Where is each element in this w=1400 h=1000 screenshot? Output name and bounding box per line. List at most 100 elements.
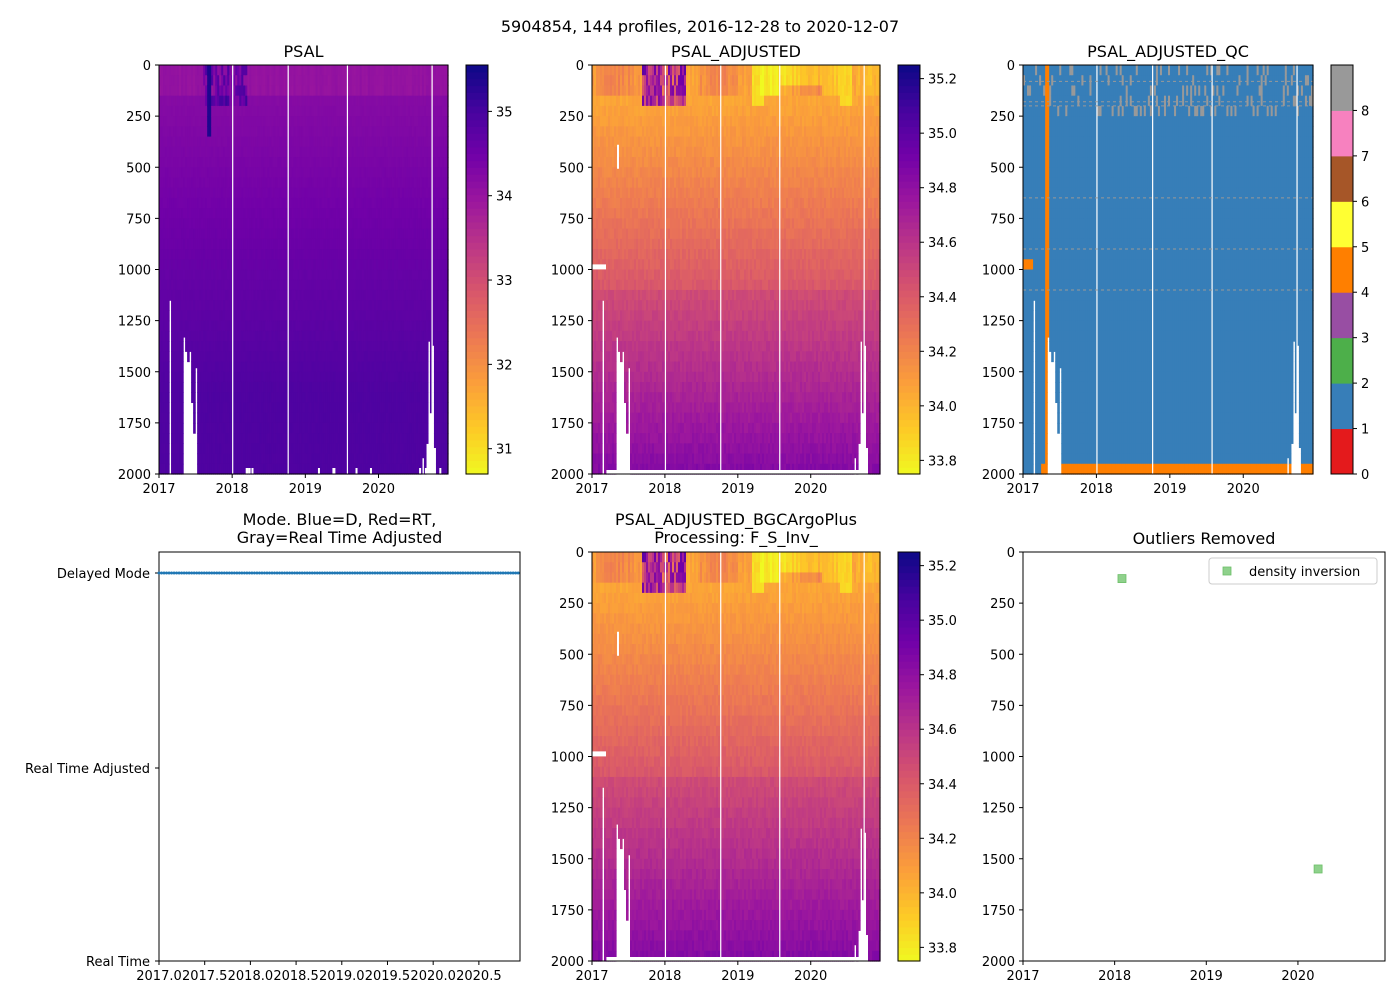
psal-cell	[367, 453, 371, 465]
psal-cell	[341, 310, 345, 322]
psal-cell	[297, 187, 301, 199]
psal-cell	[177, 279, 180, 291]
psal-cell	[361, 208, 365, 219]
psal-cell	[321, 197, 325, 209]
psal-cell	[315, 361, 319, 373]
psal-cell	[343, 453, 347, 465]
psal-cell	[359, 157, 363, 168]
psal-cell	[355, 167, 359, 179]
psal-cell	[207, 167, 210, 179]
psal-cell	[257, 65, 260, 76]
psal-cell	[333, 238, 337, 250]
psal-cell	[263, 218, 266, 230]
psal-cell	[375, 218, 379, 230]
psal-cell	[267, 341, 270, 352]
psal-cell	[173, 351, 176, 363]
psal-cell	[329, 381, 333, 393]
psal-cell	[161, 269, 164, 281]
psal-cell	[379, 157, 383, 168]
psal-cell	[211, 402, 214, 414]
psal-cell	[369, 177, 373, 189]
psal-cell	[187, 136, 190, 148]
psal-cell	[253, 453, 256, 465]
psal-cell	[195, 238, 198, 250]
psal-cell	[239, 402, 242, 414]
psal-cell	[263, 259, 266, 271]
psal-cell	[325, 351, 329, 363]
psal-cell	[215, 289, 218, 301]
psal-cell	[301, 330, 305, 342]
psal-cell	[177, 381, 180, 393]
psal-cell	[245, 228, 248, 240]
psal-cell	[353, 259, 357, 271]
psal-cell	[277, 157, 281, 168]
psal-cell	[299, 187, 303, 199]
psal-cell	[311, 228, 315, 240]
psal-cell	[283, 279, 287, 291]
psal-cell	[173, 330, 176, 342]
psal-cell	[211, 320, 214, 332]
psal-cell	[203, 85, 206, 97]
psal-cell	[169, 95, 172, 107]
psal-cell	[219, 259, 222, 271]
psal-cell	[217, 371, 220, 383]
psal-cell	[347, 341, 351, 352]
psal-cell	[363, 208, 367, 219]
psal-cell	[211, 381, 214, 393]
psal-cell	[279, 105, 283, 117]
psal-cell	[321, 402, 325, 414]
psal-cell	[275, 157, 279, 168]
psal-cell	[213, 269, 216, 281]
psal-cell	[271, 341, 274, 352]
psal-cell	[349, 126, 353, 138]
psal-cell	[171, 167, 174, 179]
psal-cell	[325, 187, 329, 199]
psal-cell	[277, 249, 281, 260]
psal-cell	[173, 126, 176, 138]
psal-cell	[371, 238, 375, 250]
psal-cell	[323, 218, 327, 230]
psal-cell	[301, 85, 305, 97]
psal-cell	[361, 381, 365, 393]
psal-cell	[313, 249, 317, 260]
psal-cell	[159, 105, 162, 117]
psal-cell	[179, 341, 182, 352]
psal-cell	[305, 238, 309, 250]
psal-cell	[341, 361, 345, 373]
psal-cell	[265, 330, 268, 342]
psal-cell	[171, 85, 174, 97]
psal-cell	[229, 197, 232, 209]
psal-cell	[319, 228, 323, 240]
psal-cell	[187, 330, 190, 342]
psal-cell	[237, 443, 240, 455]
psal-cell	[167, 259, 170, 271]
psal-cell	[339, 249, 343, 260]
psal-cell	[319, 136, 323, 148]
psal-cell	[219, 300, 222, 311]
psal-cell	[219, 310, 222, 322]
psal-cell	[169, 177, 172, 189]
psal-cell	[289, 126, 293, 138]
psal-cell	[223, 361, 226, 373]
psal-cell	[247, 361, 250, 373]
psal-cell	[361, 228, 365, 240]
psal-cell	[175, 330, 178, 342]
psal-cell	[283, 157, 287, 168]
psal-cell	[275, 422, 279, 434]
psal-cell	[281, 433, 285, 444]
psal-cell	[273, 208, 277, 219]
psal-cell	[315, 463, 319, 475]
psal-cell	[259, 330, 262, 342]
psal-cell	[333, 177, 337, 189]
psal-cell	[269, 463, 272, 475]
psal-cell	[301, 146, 305, 158]
psal-cell	[273, 177, 277, 189]
psal-cell	[201, 433, 204, 444]
psal-cell	[253, 167, 256, 179]
psal-cell	[199, 208, 202, 219]
psal-cell	[181, 412, 184, 424]
psal-cell	[255, 146, 258, 158]
psal-cell	[179, 249, 182, 260]
psal-cell	[183, 157, 186, 168]
psal-cell	[211, 208, 214, 219]
